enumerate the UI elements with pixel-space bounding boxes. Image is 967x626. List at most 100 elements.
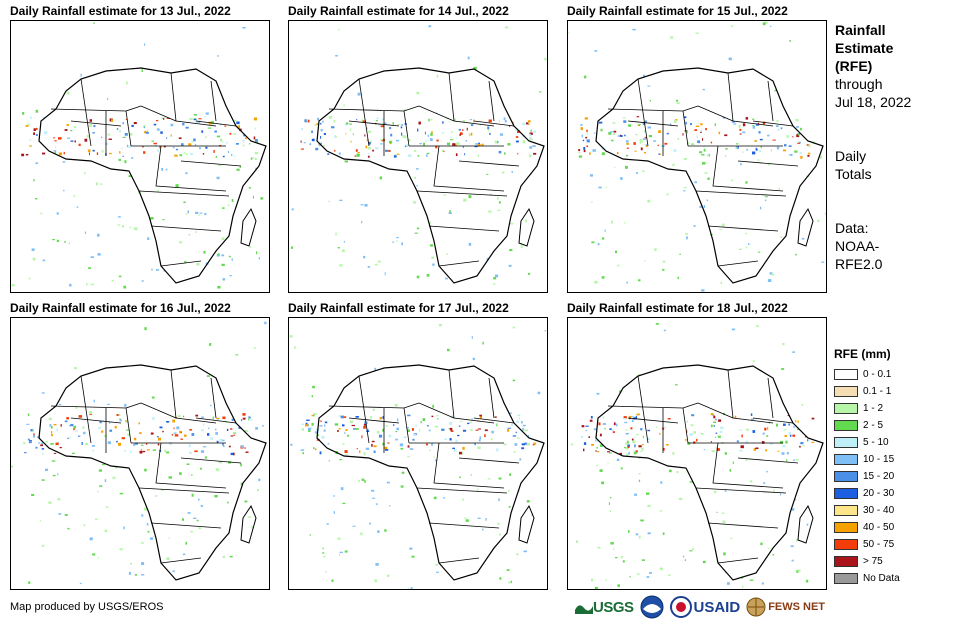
legend-swatch: [834, 386, 858, 397]
country-border: [637, 78, 649, 147]
logo-strip: USGS USAID FEWS NET: [575, 592, 825, 622]
legend-label: > 75: [863, 556, 883, 567]
legend-swatch: [834, 505, 858, 516]
country-border: [150, 225, 222, 232]
sidebar-info: Rainfall Estimate (RFE) through Jul 18, …: [835, 21, 960, 273]
madagascar-outline: [240, 504, 257, 544]
panel-title: Daily Rainfall estimate for 16 Jul., 202…: [10, 301, 231, 315]
country-border: [70, 417, 122, 424]
country-border: [717, 557, 759, 564]
country-border: [170, 369, 217, 424]
country-border: [627, 417, 679, 424]
map-panel-6: Daily Rainfall estimate for 18 Jul., 202…: [567, 301, 827, 591]
legend-swatch: [834, 488, 858, 499]
legend-swatch: [834, 522, 858, 533]
country-border: [348, 417, 400, 424]
usaid-logo-text: USAID: [693, 598, 741, 616]
usgs-logo-text: USGS: [593, 598, 634, 616]
madagascar-outline: [797, 504, 814, 544]
legend-label: 1 - 2: [863, 403, 884, 414]
fewsnet-logo: FEWS NET: [746, 597, 825, 617]
country-border: [358, 375, 370, 444]
country-border: [712, 145, 784, 192]
legend-item: 30 - 40: [834, 502, 959, 519]
country-border: [70, 120, 122, 127]
country-border: [428, 522, 500, 529]
country-border: [627, 120, 679, 127]
legend-label: 30 - 40: [863, 505, 895, 516]
madagascar-outline: [518, 207, 535, 247]
credit-text: Map produced by USGS/EROS: [10, 601, 164, 613]
country-border: [752, 417, 794, 424]
country-border: [180, 457, 242, 464]
country-border: [737, 160, 799, 167]
country-border: [637, 375, 649, 444]
data-line3: RFE2.0: [835, 256, 883, 272]
country-border: [697, 105, 734, 122]
panel-title: Daily Rainfall estimate for 15 Jul., 202…: [567, 4, 788, 18]
africa-map: [571, 323, 824, 589]
country-border: [358, 78, 370, 147]
country-border: [727, 72, 774, 127]
sidebar-title-line2: Estimate: [835, 40, 894, 56]
rainfall-map: [288, 20, 548, 293]
legend-label: 0.1 - 1: [863, 386, 892, 397]
africa-map: [11, 22, 267, 289]
legend-title: RFE (mm): [834, 347, 891, 361]
country-border: [180, 160, 242, 167]
rainfall-layer: [11, 22, 264, 289]
rainfall-map: [567, 20, 827, 293]
country-border: [210, 377, 217, 419]
legend-swatch: [834, 420, 858, 431]
rainfall-map: [10, 20, 270, 293]
country-border: [140, 402, 177, 419]
noaa-emblem-icon: [640, 595, 664, 619]
legend-label: 2 - 5: [863, 420, 884, 431]
country-border: [488, 80, 495, 122]
country-border: [348, 120, 400, 127]
legend-swatch: [834, 573, 858, 584]
legend-item: 20 - 30: [834, 485, 959, 502]
legend-label: No Data: [863, 573, 900, 584]
rainfall-map: [567, 317, 827, 590]
through-date: Jul 18, 2022: [835, 94, 912, 110]
legend-item: 15 - 20: [834, 468, 959, 485]
legend-label: 15 - 20: [863, 471, 895, 482]
country-border: [438, 557, 480, 564]
legend-items: 0 - 0.1 0.1 - 1 1 - 2 2 - 5 5 - 10 10 - 15 15 …: [834, 366, 959, 587]
country-border: [418, 402, 455, 419]
data-line1: Data:: [835, 220, 869, 236]
legend-item: 1 - 2: [834, 400, 959, 417]
country-border: [138, 190, 230, 197]
country-border: [438, 260, 480, 267]
panel-title: Daily Rainfall estimate for 14 Jul., 202…: [288, 4, 509, 18]
legend-item: > 75: [834, 553, 959, 570]
country-border: [403, 407, 410, 444]
legend-label: 40 - 50: [863, 522, 895, 533]
country-border: [328, 105, 420, 112]
continent-outline: [316, 67, 545, 284]
country-border: [160, 260, 202, 267]
legend-item: 10 - 15: [834, 451, 959, 468]
country-border: [138, 487, 230, 494]
data-line2: NOAA-: [835, 238, 880, 254]
continent-outline: [38, 364, 267, 581]
country-border: [433, 145, 505, 192]
country-border: [682, 110, 689, 147]
country-border: [416, 190, 508, 197]
legend-swatch: [834, 471, 858, 482]
country-border: [695, 190, 787, 197]
legend-label: 0 - 0.1: [863, 369, 892, 380]
country-border: [695, 487, 787, 494]
country-border: [752, 120, 794, 127]
rainfall-layer: [571, 323, 815, 589]
totals-line1: Daily: [835, 148, 867, 164]
country-border: [727, 369, 774, 424]
fewsnet-globe-icon: [746, 597, 766, 617]
legend: RFE (mm) 0 - 0.1 0.1 - 1 1 - 2 2 - 5 5 - 10 1…: [834, 347, 959, 587]
country-border: [195, 417, 237, 424]
legend-label: 50 - 75: [863, 539, 895, 550]
madagascar-outline: [797, 207, 814, 247]
legend-label: 10 - 15: [863, 454, 895, 465]
country-border: [607, 105, 699, 112]
